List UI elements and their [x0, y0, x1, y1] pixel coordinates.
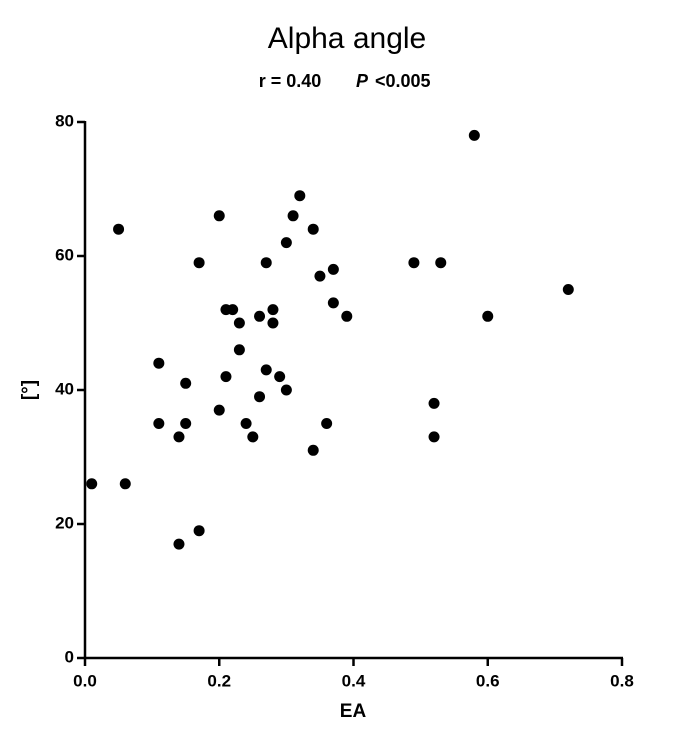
point: [267, 317, 279, 329]
point: [233, 317, 245, 329]
point: [260, 257, 272, 269]
point: [173, 431, 185, 443]
point: [227, 304, 239, 316]
x-tick-label: 0.0: [73, 671, 97, 690]
point: [408, 257, 420, 269]
point: [428, 431, 440, 443]
y-tick-label: 80: [55, 111, 74, 130]
point: [193, 525, 205, 537]
point: [274, 371, 286, 383]
point: [280, 237, 292, 249]
point: [327, 297, 339, 309]
point: [321, 418, 333, 429]
y-tick-label: 20: [55, 513, 74, 532]
point: [435, 257, 447, 269]
point: [213, 404, 225, 416]
point: [280, 384, 292, 396]
point: [562, 284, 574, 295]
chart-title: Alpha angle: [268, 22, 426, 55]
point: [254, 310, 266, 322]
point: [254, 391, 266, 403]
point: [260, 364, 272, 376]
point: [428, 397, 440, 409]
point: [113, 223, 125, 235]
point: [307, 444, 319, 456]
point: [482, 310, 494, 322]
point: [287, 210, 299, 222]
point: [267, 304, 279, 316]
x-tick-label: 0.8: [610, 671, 634, 690]
x-tick-label: 0.6: [476, 671, 500, 690]
point: [153, 357, 165, 369]
p-value: <0.005: [375, 71, 431, 91]
point: [233, 344, 245, 356]
point: [180, 418, 192, 429]
correlation: r = 0.40: [259, 71, 322, 91]
p-label: P: [356, 71, 369, 91]
point: [307, 223, 319, 235]
point: [220, 371, 232, 383]
y-tick-label: 0: [65, 647, 74, 666]
x-tick-label: 0.4: [342, 671, 366, 690]
y-tick-label: 60: [55, 245, 74, 264]
point: [341, 310, 353, 322]
point: [314, 270, 326, 282]
point: [213, 210, 225, 222]
point: [247, 431, 259, 443]
point: [294, 190, 306, 202]
x-axis-label: EA: [340, 701, 367, 722]
point: [468, 129, 480, 141]
point: [240, 418, 252, 429]
point: [327, 263, 339, 275]
y-tick-label: 40: [55, 379, 74, 398]
point: [153, 418, 165, 429]
y-axis-label: [°]: [19, 380, 40, 400]
point: [193, 257, 205, 269]
point: [86, 478, 98, 490]
point: [119, 478, 131, 490]
x-tick-label: 0.2: [207, 671, 231, 690]
point: [173, 538, 185, 550]
point: [180, 377, 192, 389]
